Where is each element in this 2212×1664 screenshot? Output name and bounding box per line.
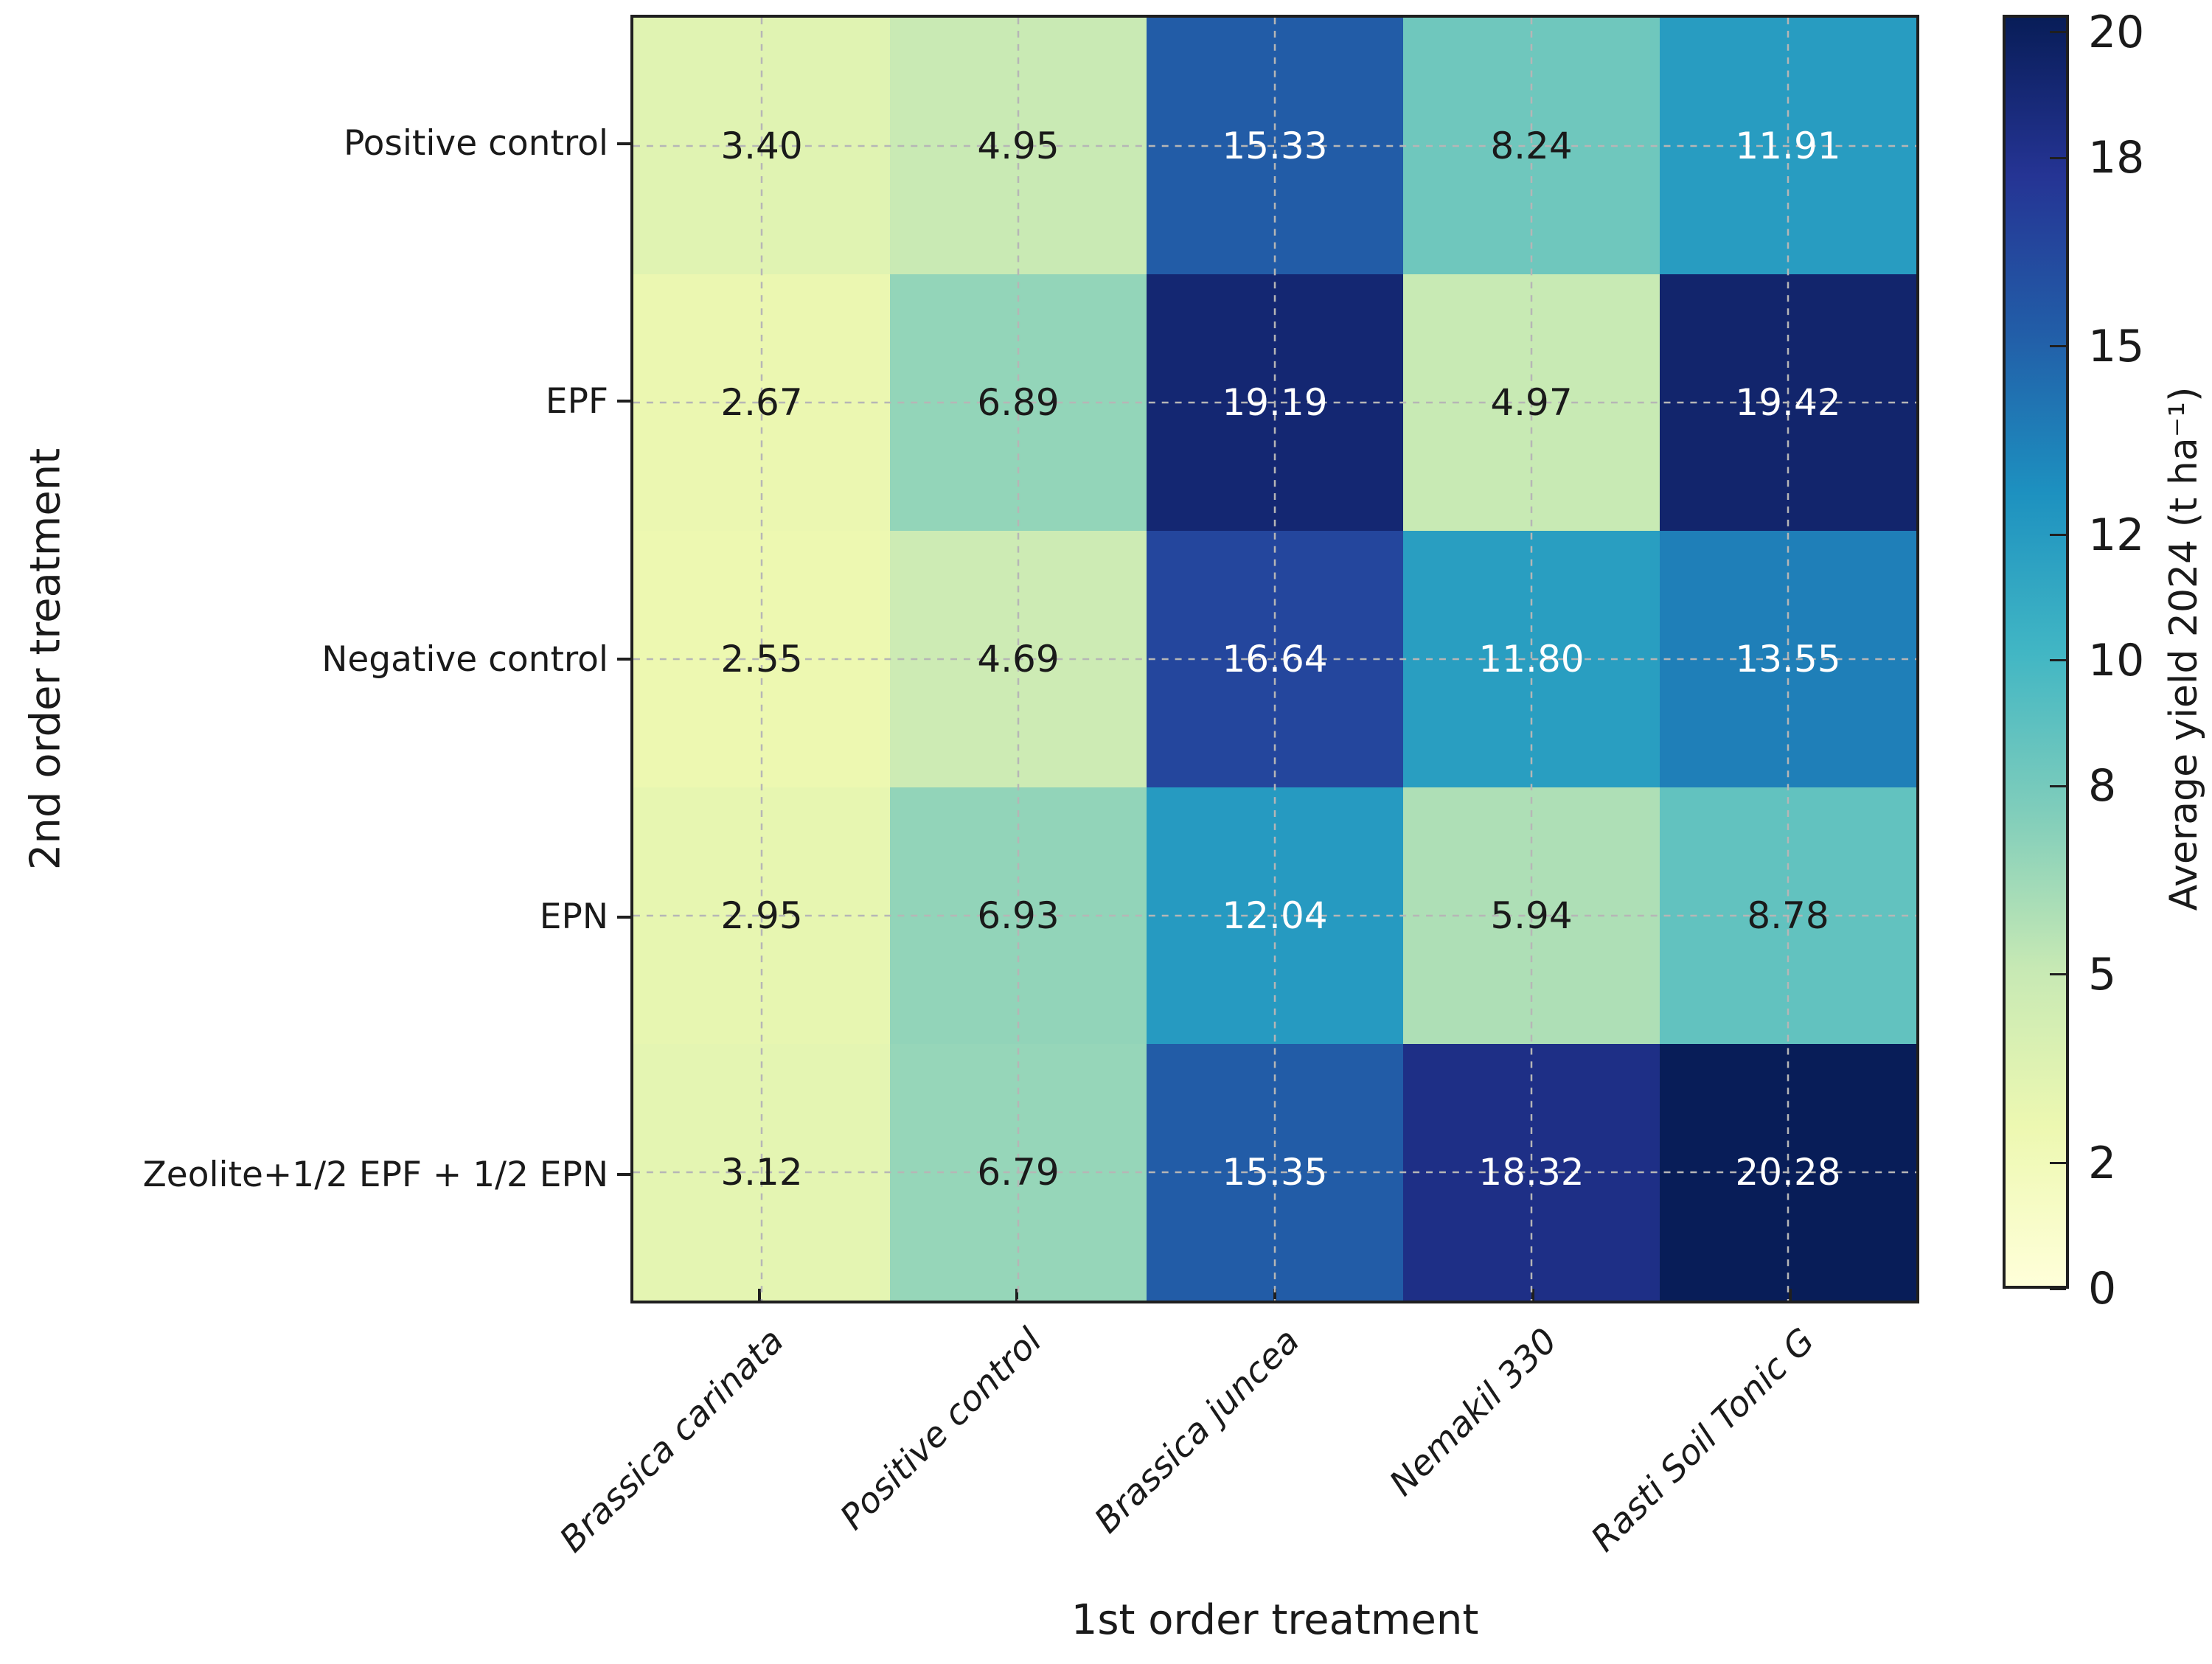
cell-value-label: 4.95 [977, 125, 1060, 167]
cell-value-label: 19.19 [1222, 381, 1328, 424]
heatmap-plot: 3.40 4.95 15.33 8.24 11.91 2.67 6.89 19.19 4.97 1… [630, 15, 1919, 1303]
colorbar-title: Average yield 2024 (t ha⁻¹) [2162, 386, 2206, 911]
cell-value-label: 8.78 [1747, 894, 1829, 937]
cell-value-label: 15.33 [1222, 125, 1328, 167]
heatmap-cell: 15.35 [1147, 1044, 1403, 1301]
cell-value-label: 4.97 [1490, 381, 1573, 424]
colorbar-tick-mark [2050, 156, 2066, 159]
x-axis-title: 1st order treatment [1071, 1596, 1479, 1644]
heatmap-cell: 2.95 [633, 787, 890, 1044]
y-tick-mark [617, 142, 630, 145]
heatmap-cell: 19.19 [1147, 274, 1403, 531]
x-tick-label: Brassica carinata [552, 1320, 792, 1561]
colorbar-tick-label: 18 [2088, 132, 2145, 184]
colorbar-tick-mark [2050, 973, 2066, 976]
heatmap-cell: 8.24 [1403, 18, 1660, 274]
colorbar [2003, 15, 2069, 1289]
x-tick-mark [757, 1289, 761, 1301]
heatmap-cell: 6.93 [890, 787, 1147, 1044]
heatmap-cell: 13.55 [1660, 531, 1916, 787]
heatmap-cell: 19.42 [1660, 274, 1916, 531]
colorbar-tick-label: 8 [2088, 760, 2117, 812]
y-tick-mark [617, 1173, 630, 1177]
y-tick-label: Zeolite+1/2 EPF + 1/2 EPN [142, 1154, 608, 1195]
heatmap-cell: 11.80 [1403, 531, 1660, 787]
colorbar-tick-label: 2 [2088, 1137, 2117, 1189]
colorbar-tick-label: 10 [2088, 634, 2145, 686]
cell-value-label: 3.40 [720, 125, 803, 167]
heatmap-cell: 4.69 [890, 531, 1147, 787]
x-tick-mark [1789, 1289, 1792, 1301]
heatmap-cell: 8.78 [1660, 787, 1916, 1044]
cell-value-label: 5.94 [1490, 894, 1573, 937]
colorbar-tick-label: 0 [2088, 1263, 2117, 1315]
cell-value-label: 11.91 [1735, 125, 1841, 167]
colorbar-tick-mark [2050, 1162, 2066, 1165]
x-tick-label: Nemakil 330 [1382, 1320, 1565, 1504]
heatmap-cell: 5.94 [1403, 787, 1660, 1044]
cell-value-label: 4.69 [977, 638, 1060, 680]
y-tick-label: Negative control [321, 638, 608, 680]
colorbar-tick-mark [2050, 784, 2066, 787]
heatmap-cell: 6.89 [890, 274, 1147, 531]
y-tick-mark [617, 915, 630, 919]
colorbar-tick-label: 20 [2088, 6, 2145, 58]
x-tick-label: Brassica juncea [1086, 1320, 1308, 1542]
cell-value-label: 2.55 [720, 638, 803, 680]
y-tick-label: Positive control [343, 123, 608, 164]
heatmap-cell: 20.28 [1660, 1044, 1916, 1301]
colorbar-tick-mark [2050, 31, 2066, 34]
cell-value-label: 8.24 [1490, 125, 1573, 167]
heatmap-cell: 18.32 [1403, 1044, 1660, 1301]
cell-value-label: 20.28 [1735, 1151, 1841, 1194]
heatmap-cell: 16.64 [1147, 531, 1403, 787]
x-tick-mark [1015, 1289, 1019, 1301]
colorbar-tick-label: 15 [2088, 320, 2145, 372]
y-tick-mark [617, 400, 630, 403]
heatmap-cell: 3.12 [633, 1044, 890, 1301]
colorbar-tick-mark [2050, 345, 2066, 348]
cell-value-label: 6.79 [977, 1151, 1060, 1194]
y-tick-label: EPF [545, 380, 608, 422]
cell-value-label: 3.12 [720, 1151, 803, 1194]
x-tick-mark [1531, 1289, 1534, 1301]
heatmap-cell: 15.33 [1147, 18, 1403, 274]
heatmap-cell: 12.04 [1147, 787, 1403, 1044]
cell-value-label: 2.95 [720, 894, 803, 937]
heatmap-cell: 11.91 [1660, 18, 1916, 274]
heatmap-cell: 4.95 [890, 18, 1147, 274]
cell-value-label: 6.93 [977, 894, 1060, 937]
heatmap-cell: 6.79 [890, 1044, 1147, 1301]
colorbar-tick-label: 5 [2088, 948, 2117, 1000]
colorbar-tick-mark [2050, 659, 2066, 662]
y-tick-label: EPN [539, 897, 608, 938]
cell-value-label: 16.64 [1222, 638, 1328, 680]
heatmap-cell: 4.97 [1403, 274, 1660, 531]
cell-value-label: 15.35 [1222, 1151, 1328, 1194]
cell-value-label: 2.67 [720, 381, 803, 424]
x-tick-mark [1273, 1289, 1276, 1301]
heatmap-cell: 2.67 [633, 274, 890, 531]
x-tick-label: Rasti Soil Tonic G [1583, 1320, 1823, 1560]
colorbar-tick-mark [2050, 1287, 2066, 1290]
colorbar-tick-label: 12 [2088, 509, 2145, 561]
cell-value-label: 18.32 [1478, 1151, 1585, 1194]
cell-value-label: 13.55 [1735, 638, 1841, 680]
heatmap-cell: 3.40 [633, 18, 890, 274]
x-tick-label: Positive control [832, 1320, 1050, 1538]
cell-value-label: 11.80 [1478, 638, 1585, 680]
cell-value-label: 6.89 [977, 381, 1060, 424]
cell-value-label: 19.42 [1735, 381, 1841, 424]
cell-value-label: 12.04 [1222, 894, 1328, 937]
heatmap-cells: 3.40 4.95 15.33 8.24 11.91 2.67 6.89 19.19 4.97 1… [633, 18, 1916, 1301]
y-tick-mark [617, 658, 630, 661]
heatmap-cell: 2.55 [633, 531, 890, 787]
colorbar-tick-mark [2050, 534, 2066, 536]
